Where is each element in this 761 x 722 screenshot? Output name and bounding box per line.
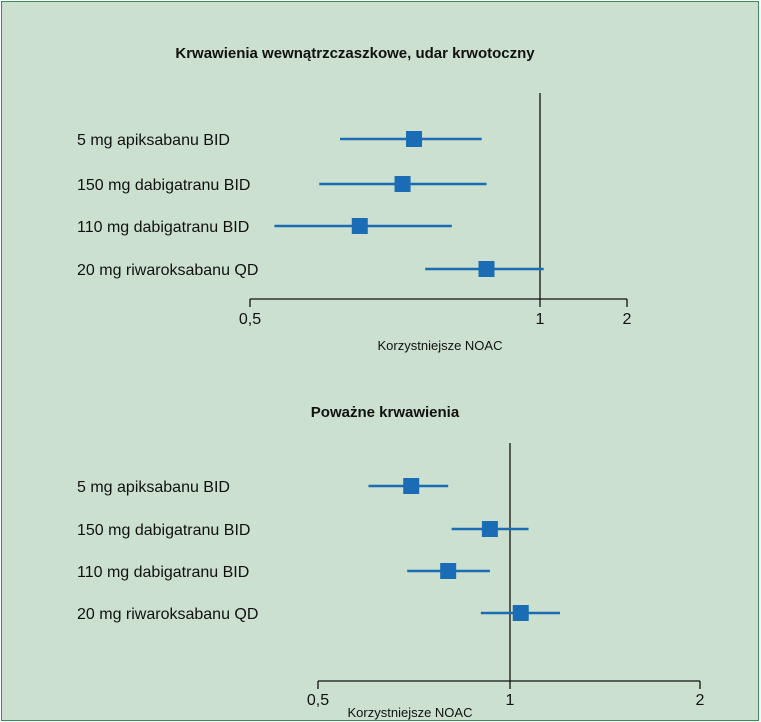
top-panel-row-label: 20 mg riwaroksabanu QD — [77, 262, 258, 279]
top-panel-row-label: 150 mg dabigatranu BID — [77, 177, 250, 194]
top-panel-tick-label: 0,5 — [239, 311, 261, 328]
bottom-panel-point-estimate — [481, 521, 498, 537]
bottom-panel-x-label: Korzystniejsze NOAC — [348, 705, 473, 720]
top-panel-x-label: Korzystniejsze NOAC — [378, 338, 503, 353]
bottom-panel-tick-label: 2 — [696, 692, 705, 709]
bottom-panel-point-estimate — [403, 478, 420, 494]
bottom-panel-tick-label: 1 — [506, 692, 515, 709]
top-panel-tick-label: 2 — [623, 311, 632, 328]
top-panel-point-estimate — [351, 218, 368, 234]
bottom-panel-row-label: 150 mg dabigatranu BID — [77, 522, 250, 539]
bottom-panel-row-label: 20 mg riwaroksabanu QD — [77, 606, 258, 623]
top-panel-point-estimate — [406, 131, 423, 147]
top-panel-row-label: 110 mg dabigatranu BID — [77, 219, 249, 236]
bottom-panel-point-estimate — [440, 563, 457, 579]
top-panel-title: Krwawienia wewnątrzczaszkowe, udar krwot… — [175, 45, 535, 62]
bottom-panel-row-label: 110 mg dabigatranu BID — [77, 564, 249, 581]
top-panel-point-estimate — [478, 261, 495, 277]
bottom-panel-tick-label: 0,5 — [307, 692, 329, 709]
top-panel-row-label: 5 mg apiksabanu BID — [77, 132, 230, 149]
top-panel-point-estimate — [394, 176, 411, 192]
bottom-panel-row-label: 5 mg apiksabanu BID — [77, 479, 230, 496]
top-panel-tick-label: 1 — [536, 311, 545, 328]
bottom-panel-point-estimate — [512, 605, 529, 621]
bottom-panel-title: Poważne krwawienia — [311, 404, 460, 421]
